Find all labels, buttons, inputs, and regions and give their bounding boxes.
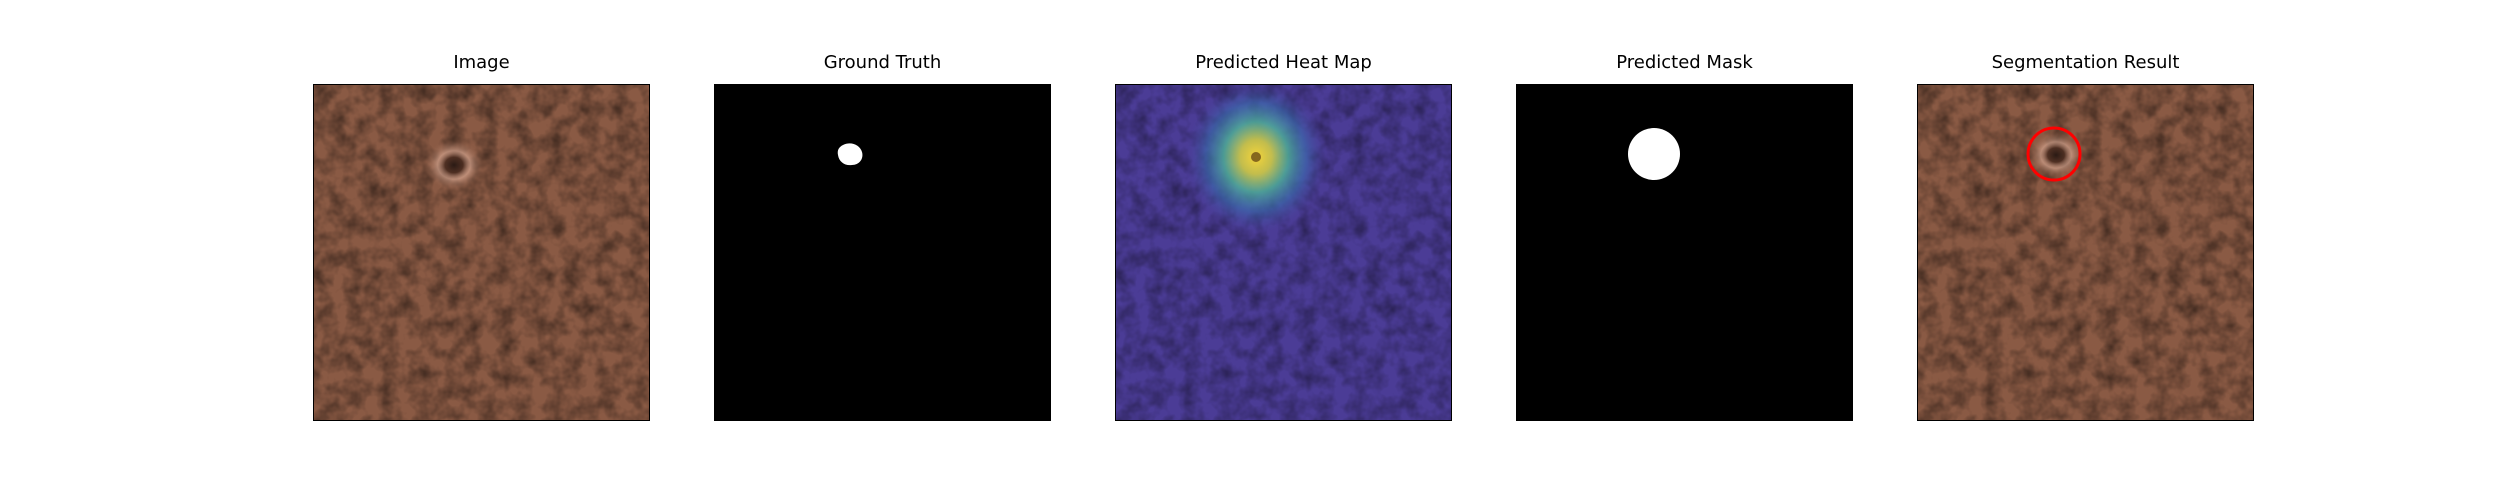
panel-segmentation-result: Segmentation Result (1917, 53, 2254, 423)
panel-image: Image (313, 53, 650, 423)
defect-spot (2028, 131, 2084, 179)
predicted-mask (1516, 84, 1853, 421)
segmentation-result (1917, 84, 2254, 421)
defect-spot (424, 139, 484, 191)
heat-map (1115, 84, 1452, 421)
panel-title: Segmentation Result (1991, 52, 2180, 73)
leather-photo (313, 84, 650, 421)
panel-title: Image (453, 52, 510, 73)
panel-ground-truth: Ground Truth (714, 53, 1051, 423)
predicted-mask-svg (1517, 85, 1852, 420)
leather-photo-svg (314, 85, 649, 420)
predicted-mask-blob (1628, 128, 1680, 180)
segmentation-outline (2026, 126, 2082, 182)
panel-title: Ground Truth (823, 52, 942, 73)
panel-predicted-mask: Predicted Mask (1516, 53, 1853, 423)
panel-heat-map: Predicted Heat Map (1115, 53, 1452, 423)
segmentation-result-svg (1918, 85, 2253, 420)
panel-title: Predicted Heat Map (1195, 52, 1372, 73)
heat-map-svg (1116, 85, 1451, 420)
ground-truth-blob (837, 143, 863, 166)
ground-truth-mask (714, 84, 1051, 421)
panel-title: Predicted Mask (1616, 52, 1753, 73)
ground-truth-mask-svg (715, 85, 1050, 420)
